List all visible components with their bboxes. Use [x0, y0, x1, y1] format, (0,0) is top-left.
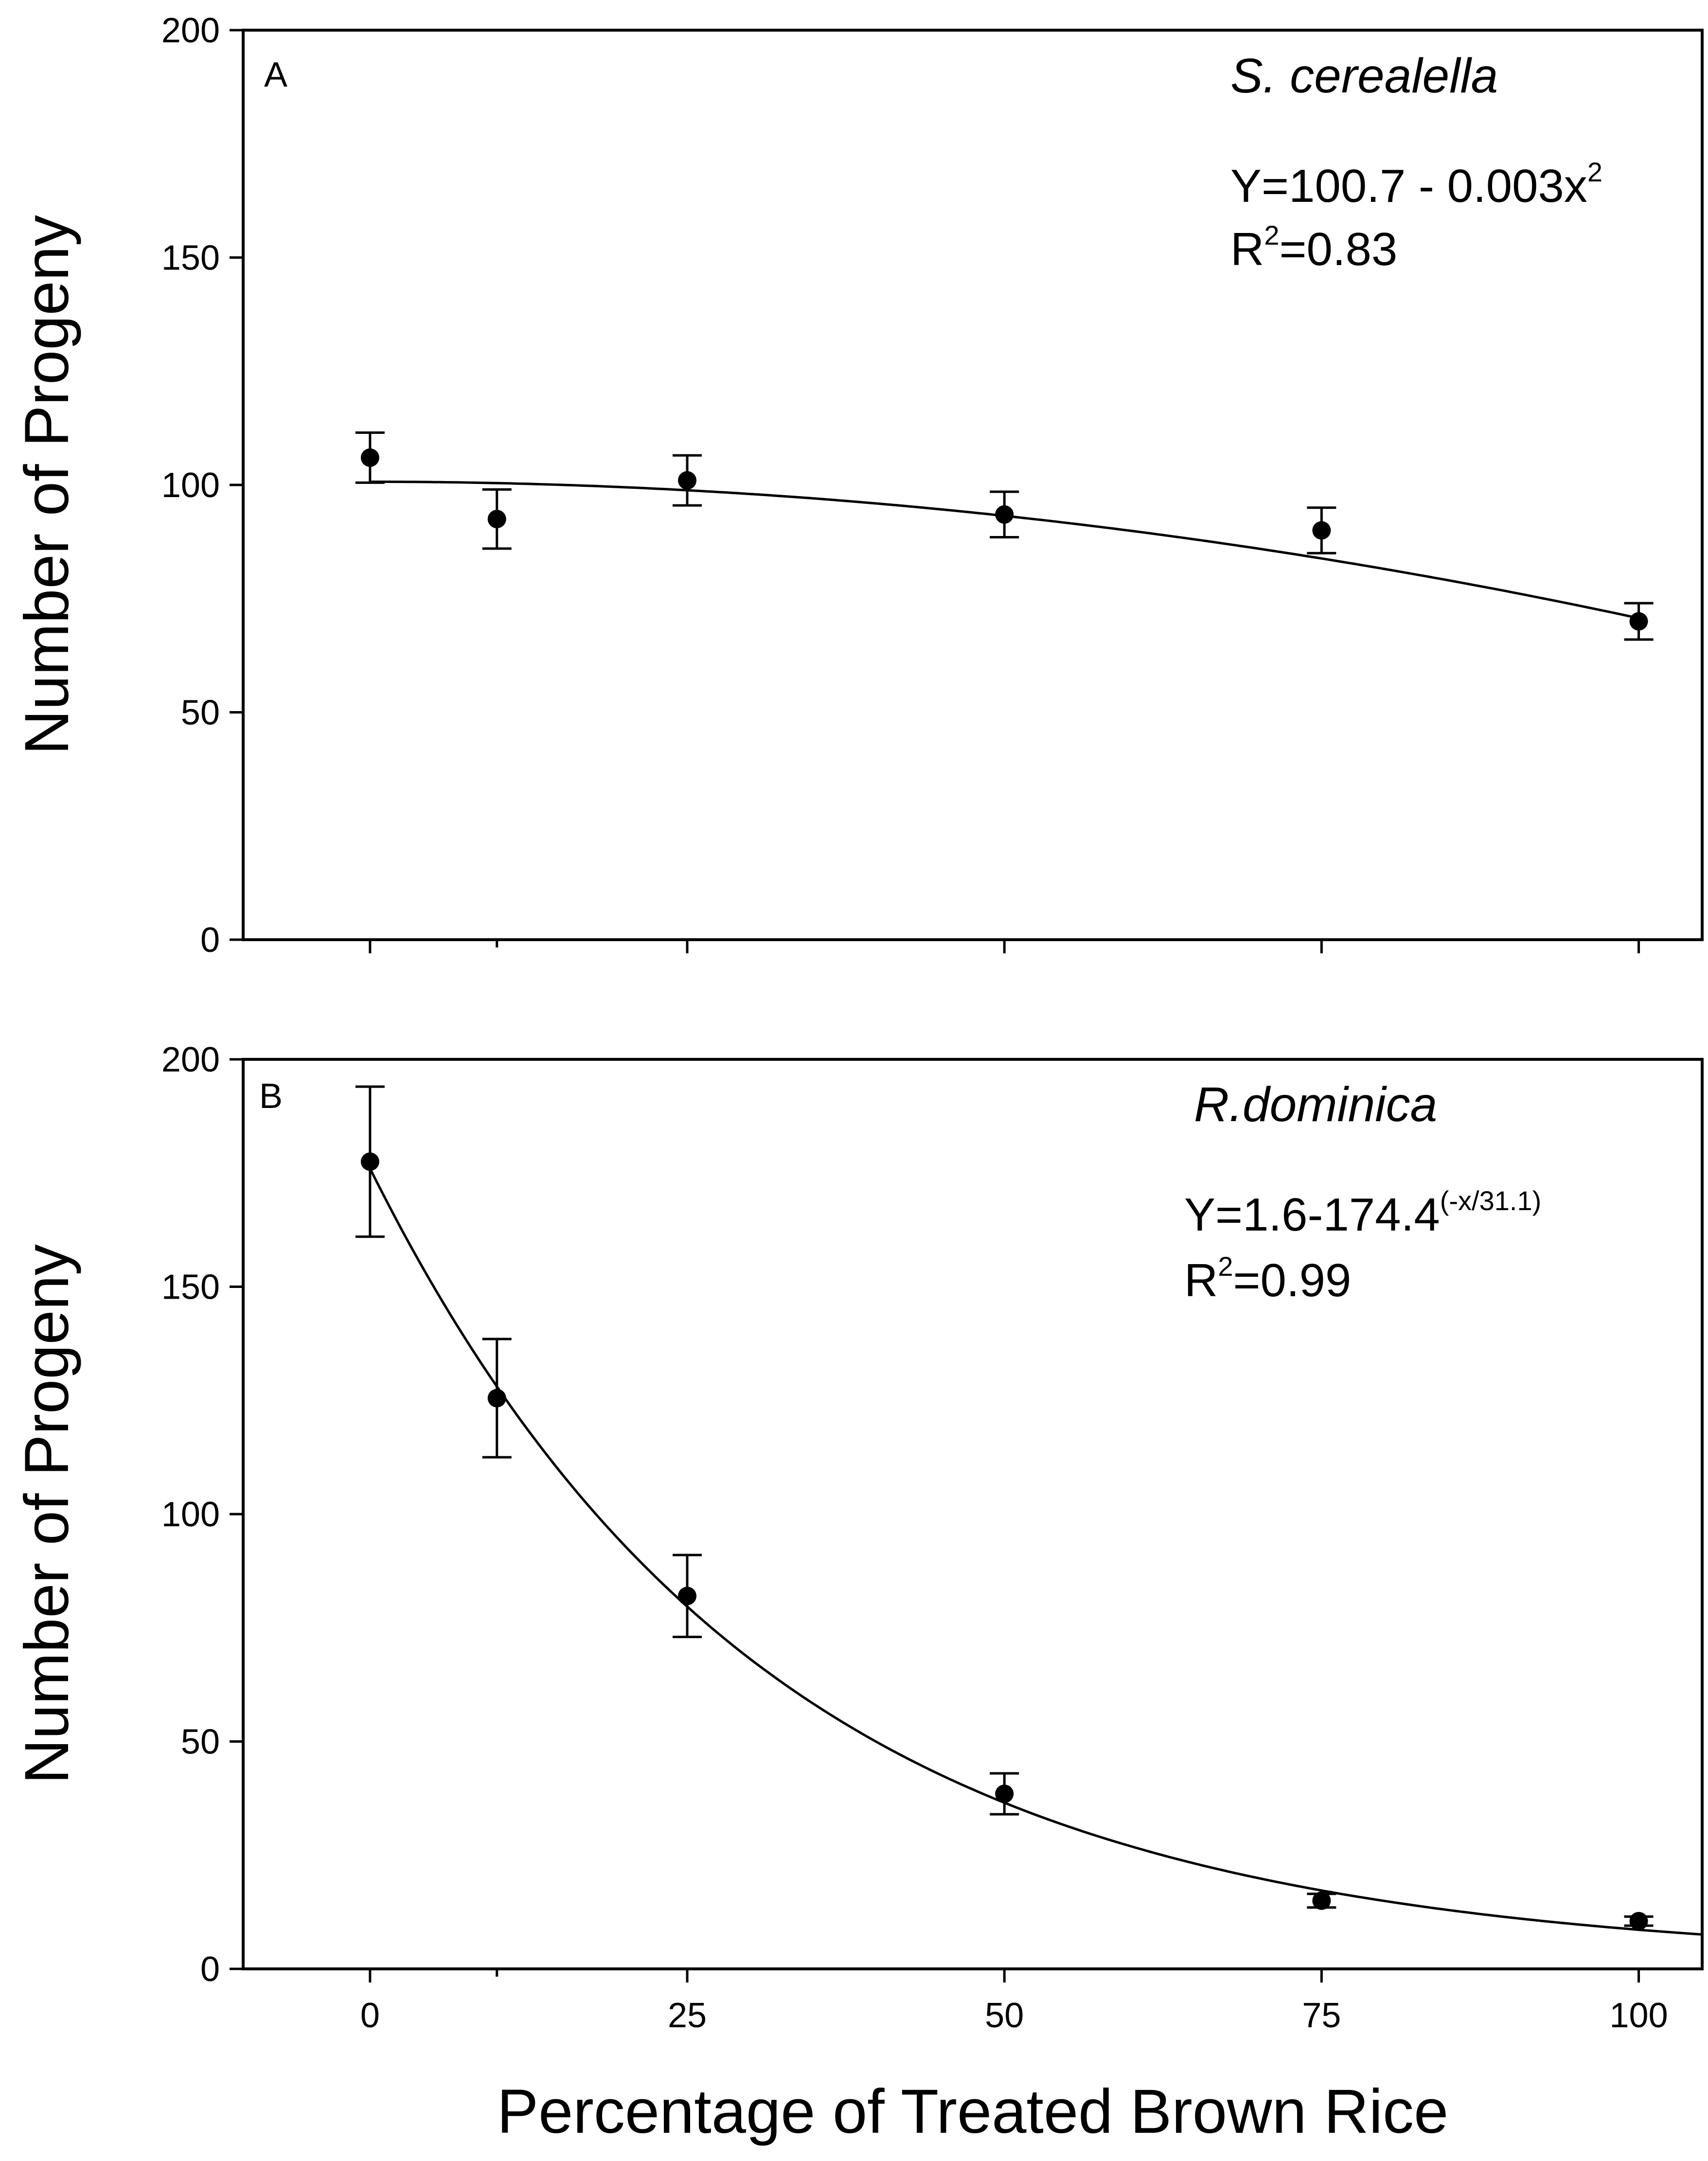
panel-b: 0 50 100 150 200 0 25 50 75 100 Number of Progeny…: [12, 1040, 1704, 2035]
equation-main: Y=100.7 - 0.003x: [1230, 160, 1587, 212]
point-marker: [995, 1785, 1014, 1804]
equation-superscript: 2: [1587, 157, 1602, 187]
r-squared: R2=0.83: [1230, 220, 1397, 275]
r-squared-superscript: 2: [1218, 1251, 1233, 1282]
x-tick-label: 100: [1609, 1996, 1668, 2035]
point-marker: [360, 448, 379, 467]
axis-ticks: [230, 29, 1640, 953]
tick-labels: 0 50 100 150 200: [161, 11, 220, 960]
point-marker: [1629, 612, 1648, 631]
y-tick-label: 50: [181, 694, 220, 732]
r-squared: R2=0.99: [1184, 1251, 1351, 1306]
panel-letter: A: [264, 55, 287, 94]
data-point: [1307, 1891, 1336, 1910]
data-point: [482, 1338, 512, 1459]
y-axis-title: Number of Progeny: [12, 215, 82, 755]
y-axis-title: Number of Progeny: [12, 1244, 82, 1784]
data-point: [1624, 602, 1654, 641]
point-marker: [487, 510, 506, 529]
point-marker: [678, 471, 697, 490]
data-point: [673, 454, 702, 507]
x-axis-title: Percentage of Treated Brown Rice: [497, 2077, 1449, 2146]
data-points: [355, 1085, 1654, 1930]
point-marker: [487, 1389, 506, 1408]
equation-main: Y=1.6-174.4: [1184, 1189, 1440, 1241]
x-tick-label: 50: [985, 1996, 1024, 2035]
y-tick-label: 150: [161, 239, 220, 278]
y-tick-label: 50: [181, 1723, 220, 1762]
data-point: [1307, 506, 1336, 554]
y-tick-label: 0: [200, 921, 220, 960]
point-marker: [1312, 521, 1331, 540]
panel-a: 0 50 100 150 200 Number of Progeny A S. cere…: [12, 11, 1704, 960]
point-marker: [678, 1587, 697, 1606]
x-tick-label: 0: [360, 1996, 380, 2035]
y-tick-label: 0: [200, 1950, 220, 1989]
data-point: [355, 1085, 385, 1238]
y-tick-label: 200: [161, 1040, 220, 1079]
data-point: [482, 488, 512, 550]
fit-curve: [369, 1168, 1703, 1936]
x-tick-label: 75: [1302, 1996, 1341, 2035]
data-points: [355, 431, 1654, 641]
panel-letter: B: [259, 1077, 283, 1116]
r-squared-value: =0.83: [1279, 223, 1397, 275]
species-label: R.dominica: [1194, 1077, 1437, 1132]
axis-ticks: [230, 1058, 1640, 1982]
data-point: [1624, 1911, 1654, 1930]
x-tick-label: 25: [668, 1996, 707, 2035]
data-point: [990, 490, 1019, 539]
data-point: [990, 1772, 1019, 1816]
data-point: [673, 1554, 702, 1638]
species-label: S. cerealella: [1230, 49, 1498, 103]
point-marker: [1312, 1891, 1331, 1910]
y-tick-label: 100: [161, 466, 220, 505]
point-marker: [995, 505, 1014, 524]
regression-equation: Y=100.7 - 0.003x2: [1230, 157, 1602, 212]
y-tick-label: 150: [161, 1268, 220, 1307]
regression-equation: Y=1.6-174.4(-x/31.1): [1184, 1185, 1541, 1241]
y-tick-label: 200: [161, 11, 220, 50]
r-squared-value: =0.99: [1233, 1254, 1351, 1306]
point-marker: [360, 1152, 379, 1171]
r-squared-prefix: R: [1230, 223, 1264, 275]
r-squared-prefix: R: [1184, 1254, 1218, 1306]
data-point: [355, 431, 385, 484]
tick-labels: 0 50 100 150 200 0 25 50 75 100: [161, 1040, 1668, 2035]
r-squared-superscript: 2: [1264, 220, 1279, 250]
point-marker: [1629, 1911, 1648, 1930]
equation-superscript: (-x/31.1): [1440, 1185, 1542, 1216]
y-tick-label: 100: [161, 1495, 220, 1534]
